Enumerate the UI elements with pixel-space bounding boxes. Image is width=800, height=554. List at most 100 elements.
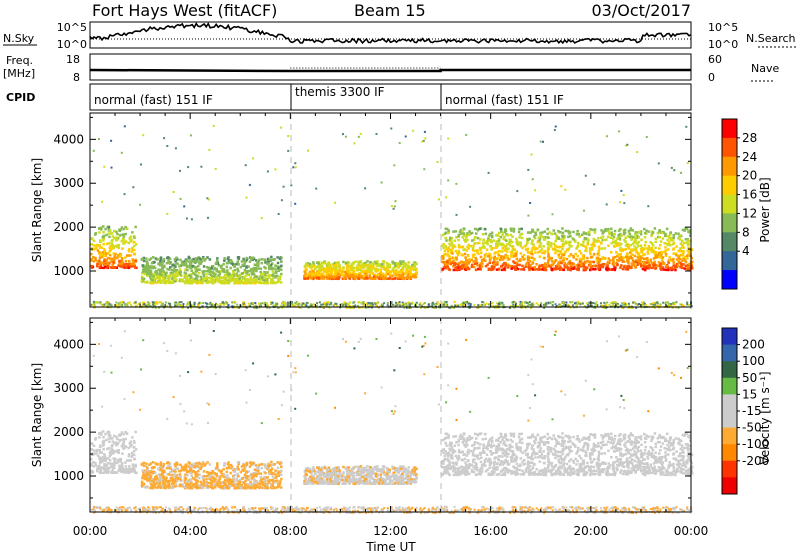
power-point bbox=[264, 273, 267, 276]
power-clutter bbox=[90, 303, 93, 306]
power-point bbox=[628, 232, 632, 236]
power-point bbox=[623, 228, 627, 232]
power-point bbox=[201, 280, 204, 283]
power-point bbox=[102, 237, 105, 241]
power-point bbox=[146, 274, 149, 277]
power-point bbox=[474, 268, 478, 272]
power-clutter bbox=[622, 301, 625, 304]
power-point bbox=[624, 236, 627, 240]
power-point bbox=[148, 258, 151, 261]
power-point bbox=[149, 269, 153, 273]
power-sparse bbox=[392, 207, 395, 210]
power-point bbox=[111, 266, 114, 269]
power-sparse bbox=[529, 202, 532, 204]
power-point bbox=[542, 251, 546, 254]
power-sparse bbox=[584, 174, 587, 177]
power-point bbox=[513, 252, 516, 255]
power-point bbox=[672, 252, 675, 255]
power-point bbox=[205, 273, 208, 276]
power-point bbox=[563, 265, 567, 269]
power-point bbox=[149, 257, 153, 260]
power-point bbox=[344, 277, 347, 280]
power-clutter bbox=[463, 303, 466, 306]
power-clutter bbox=[219, 303, 222, 305]
power-point bbox=[602, 256, 606, 260]
velocity-point bbox=[154, 462, 158, 465]
velocity-point bbox=[105, 457, 108, 460]
power-clutter bbox=[103, 303, 106, 306]
power-sparse bbox=[624, 144, 627, 147]
power-point bbox=[231, 269, 235, 273]
power-point bbox=[472, 244, 475, 248]
power-point bbox=[666, 238, 669, 242]
power-sparse bbox=[423, 130, 426, 133]
power-clutter bbox=[653, 305, 655, 307]
power-clutter bbox=[641, 301, 644, 304]
power-point bbox=[398, 277, 401, 280]
power-point bbox=[254, 259, 258, 262]
power-clutter bbox=[260, 302, 262, 305]
power-clutter bbox=[264, 301, 266, 304]
power-point bbox=[365, 268, 368, 272]
power-point bbox=[512, 230, 516, 233]
velocity-point bbox=[100, 433, 103, 436]
power-point bbox=[649, 260, 652, 263]
power-point bbox=[592, 264, 596, 267]
power-point bbox=[174, 259, 177, 263]
velocity-point bbox=[98, 456, 101, 459]
power-clutter bbox=[345, 306, 348, 309]
velocity-point bbox=[105, 471, 108, 474]
power-clutter bbox=[187, 301, 190, 304]
power-point bbox=[572, 254, 575, 258]
power-point bbox=[206, 266, 209, 269]
power-point bbox=[461, 253, 464, 257]
power-point bbox=[202, 269, 206, 273]
power-point bbox=[671, 242, 675, 246]
power-clutter bbox=[298, 302, 300, 305]
power-point bbox=[217, 274, 220, 277]
power-point bbox=[475, 261, 479, 265]
power-point bbox=[449, 251, 453, 254]
power-point bbox=[449, 236, 452, 240]
power-clutter bbox=[374, 303, 377, 306]
power-point bbox=[218, 272, 222, 276]
power-point bbox=[249, 280, 252, 284]
power-point bbox=[501, 233, 504, 237]
power-point bbox=[514, 268, 518, 271]
power-point bbox=[576, 245, 579, 249]
power-point bbox=[130, 262, 133, 265]
power-clutter bbox=[513, 306, 516, 309]
power-point bbox=[188, 278, 192, 281]
power-point bbox=[593, 231, 597, 234]
velocity-point bbox=[98, 461, 102, 465]
power-point bbox=[98, 251, 101, 254]
power-point bbox=[215, 269, 218, 273]
power-clutter bbox=[634, 302, 637, 305]
power-point bbox=[360, 269, 363, 272]
power-point bbox=[307, 264, 310, 268]
power-point bbox=[240, 279, 243, 282]
power-point bbox=[616, 263, 619, 266]
power-clutter bbox=[453, 300, 456, 303]
power-point bbox=[263, 270, 266, 274]
power-point bbox=[176, 274, 179, 278]
power-point bbox=[184, 259, 188, 263]
power-point bbox=[264, 266, 267, 270]
power-point bbox=[664, 249, 667, 252]
power-clutter bbox=[540, 302, 543, 305]
power-point bbox=[631, 229, 634, 232]
power-point bbox=[504, 261, 508, 265]
power-sparse bbox=[447, 179, 450, 182]
power-point bbox=[267, 274, 270, 277]
velocity-point bbox=[148, 474, 151, 477]
power-clutter bbox=[498, 303, 501, 306]
power-point bbox=[171, 278, 175, 282]
velocity-point bbox=[94, 437, 97, 440]
power-point bbox=[616, 253, 620, 256]
power-point bbox=[162, 278, 165, 281]
power-point bbox=[651, 244, 655, 247]
power-clutter bbox=[292, 303, 295, 306]
power-point bbox=[109, 245, 112, 248]
power-point bbox=[368, 274, 371, 277]
velocity-point bbox=[123, 468, 127, 471]
